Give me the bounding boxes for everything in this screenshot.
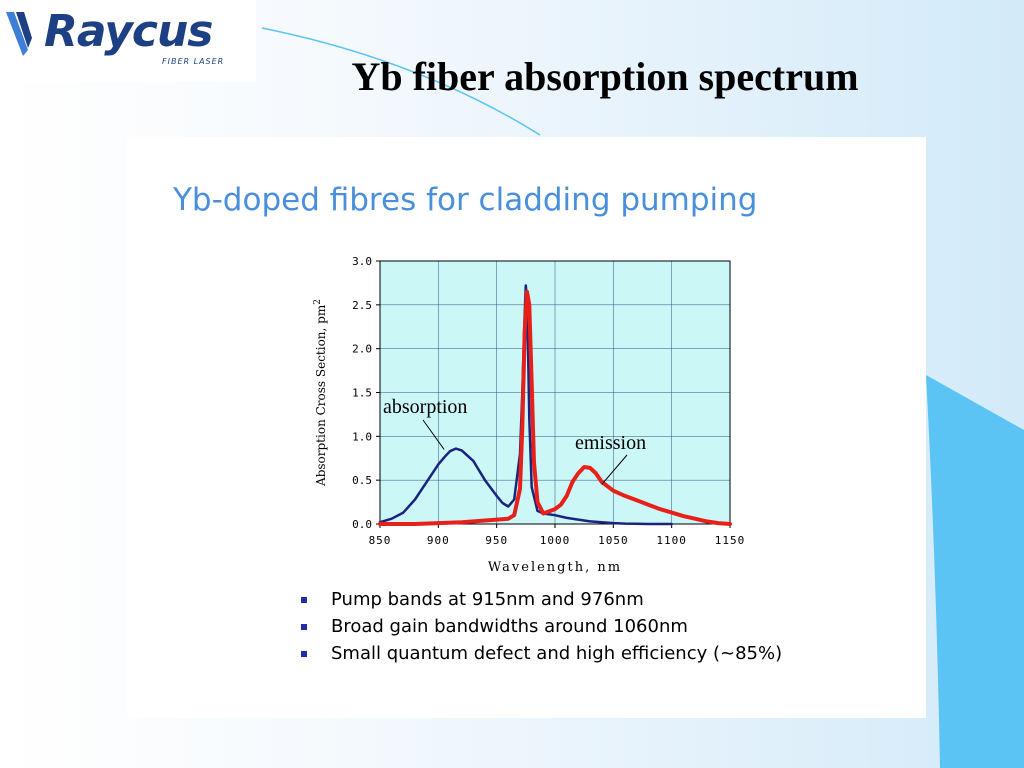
x-tick-label: 1000 <box>540 534 571 547</box>
logo-tagline: FIBER LASER <box>162 57 225 66</box>
x-tick-label: 900 <box>427 534 450 547</box>
x-tick-label: 1100 <box>656 534 687 547</box>
bullet-item: Small quantum defect and high efficiency… <box>297 643 782 670</box>
y-axis-label: Absorption Cross Section, pm2 <box>313 299 328 487</box>
y-tick-label: 0.0 <box>352 518 372 531</box>
y-tick-label: 1.5 <box>352 387 372 400</box>
logo-wordmark: Raycus <box>44 6 213 57</box>
bullet-list: Pump bands at 915nm and 976nm Broad gain… <box>297 589 782 670</box>
bullet-square-icon <box>301 624 307 630</box>
bullet-item: Pump bands at 915nm and 976nm <box>297 589 782 616</box>
y-tick-label: 1.0 <box>352 430 372 443</box>
annotation-absorption-pointer <box>422 419 445 450</box>
y-tick-label: 0.5 <box>352 474 372 487</box>
spectrum-chart: 850 900 950 1000 1050 1100 1150 0.0 0.5 1.0 1.5 2.0… <box>313 255 746 575</box>
x-tick-label: 1150 <box>715 534 746 547</box>
x-tick-label: 850 <box>369 534 392 547</box>
bullet-square-icon <box>301 597 307 603</box>
y-tick-label: 2.5 <box>352 299 372 312</box>
annotation-absorption-label: absorption <box>383 396 467 418</box>
y-axis-label-superscript: 2 <box>313 299 323 305</box>
x-tick-label: 1050 <box>598 534 629 547</box>
x-tick-label: 950 <box>485 534 508 547</box>
annotation-emission-label: emission <box>575 432 646 454</box>
company-logo: Raycus FIBER LASER <box>0 0 256 82</box>
y-tick-label: 2.0 <box>352 343 372 356</box>
bullet-square-icon <box>301 651 307 657</box>
logo-v-mark-icon <box>6 12 32 56</box>
panel-heading: Yb-doped fibres for cladding pumping <box>173 182 758 218</box>
annotation-emission-pointer <box>601 454 628 485</box>
emission-series-line <box>378 289 732 526</box>
bullet-item: Broad gain bandwidths around 1060nm <box>297 616 782 643</box>
x-axis-label: Wavelength, nm <box>488 560 622 575</box>
slide-title: Yb fiber absorption spectrum <box>351 54 859 99</box>
y-tick-label: 3.0 <box>352 255 372 268</box>
figure-panel: Yb-doped fibres for cladding pumping 850… <box>127 137 926 718</box>
